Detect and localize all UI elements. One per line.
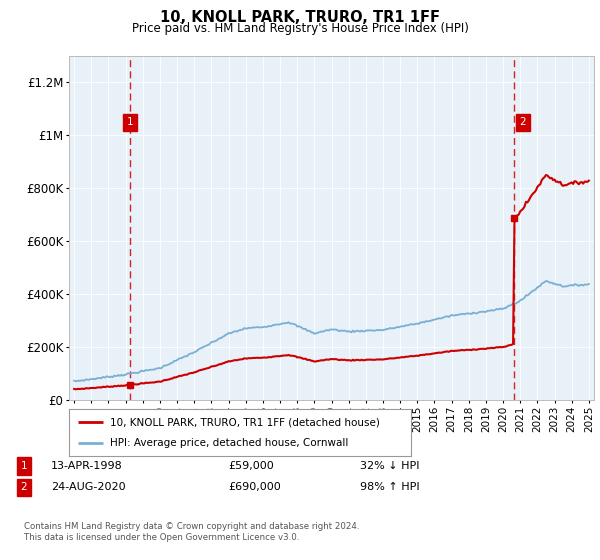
Text: 1: 1	[127, 117, 134, 127]
Text: 10, KNOLL PARK, TRURO, TR1 1FF (detached house): 10, KNOLL PARK, TRURO, TR1 1FF (detached…	[110, 417, 380, 427]
Text: 2: 2	[520, 117, 526, 127]
Text: Contains HM Land Registry data © Crown copyright and database right 2024.: Contains HM Land Registry data © Crown c…	[24, 522, 359, 531]
Text: 13-APR-1998: 13-APR-1998	[51, 461, 123, 471]
Text: £690,000: £690,000	[228, 482, 281, 492]
Text: £59,000: £59,000	[228, 461, 274, 471]
Text: 1: 1	[20, 461, 28, 471]
Text: 2: 2	[20, 482, 28, 492]
Text: 32% ↓ HPI: 32% ↓ HPI	[360, 461, 419, 471]
Text: HPI: Average price, detached house, Cornwall: HPI: Average price, detached house, Corn…	[110, 438, 349, 448]
Text: 24-AUG-2020: 24-AUG-2020	[51, 482, 125, 492]
Text: 98% ↑ HPI: 98% ↑ HPI	[360, 482, 419, 492]
Text: 10, KNOLL PARK, TRURO, TR1 1FF: 10, KNOLL PARK, TRURO, TR1 1FF	[160, 10, 440, 25]
Text: Price paid vs. HM Land Registry's House Price Index (HPI): Price paid vs. HM Land Registry's House …	[131, 22, 469, 35]
Text: This data is licensed under the Open Government Licence v3.0.: This data is licensed under the Open Gov…	[24, 533, 299, 542]
